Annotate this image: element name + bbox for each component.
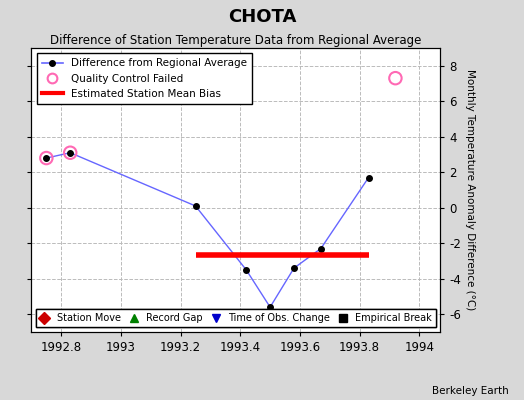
Legend: Station Move, Record Gap, Time of Obs. Change, Empirical Break: Station Move, Record Gap, Time of Obs. C…: [36, 309, 436, 327]
Point: [391, 75, 400, 81]
Y-axis label: Monthly Temperature Anomaly Difference (°C): Monthly Temperature Anomaly Difference (…: [465, 69, 475, 311]
Text: Berkeley Earth: Berkeley Earth: [432, 386, 508, 396]
Point: [66, 150, 74, 156]
Point: [42, 155, 50, 161]
Title: Difference of Station Temperature Data from Regional Average: Difference of Station Temperature Data f…: [50, 34, 421, 47]
Text: CHOTA: CHOTA: [228, 8, 296, 26]
